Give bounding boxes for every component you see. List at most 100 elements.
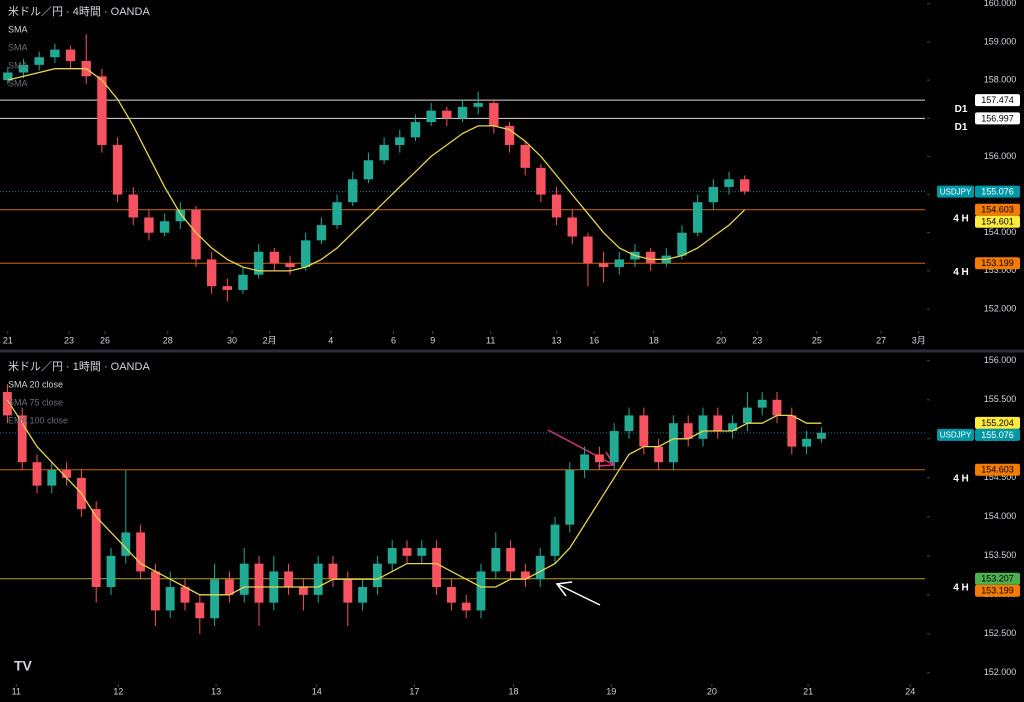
price-badge-label: 155.076 (981, 187, 1014, 197)
candle-body (112, 144, 123, 195)
candle-body (372, 563, 382, 588)
candle-body (489, 103, 499, 126)
y-tick-label: 158.000 (984, 74, 1017, 84)
level-tag: 4 H (953, 473, 969, 484)
candle-body (402, 548, 412, 556)
candle-body (332, 202, 342, 226)
candle-body (62, 470, 72, 478)
price-badge (975, 428, 1020, 441)
price-badge-label: 153.199 (981, 586, 1014, 596)
x-tick-label: 21 (3, 335, 13, 345)
candle-body (787, 415, 797, 447)
candle-body (535, 555, 545, 580)
x-tick-label: 20 (716, 335, 726, 345)
candle-body (206, 259, 217, 287)
symbol-badge (937, 185, 974, 198)
y-tick-label: 152.500 (984, 628, 1017, 638)
x-tick-label: 19 (606, 686, 616, 696)
candle-body (269, 251, 280, 264)
candle-body (520, 144, 530, 168)
candle-body (253, 251, 264, 275)
y-tick-label: 156.000 (984, 355, 1017, 365)
candle-body (639, 415, 649, 447)
candle-body (313, 563, 323, 595)
level-tag: D1 (955, 104, 968, 115)
candle-body (17, 415, 27, 463)
candle-body (222, 286, 233, 290)
price-badge (975, 572, 1020, 585)
candle-body (328, 563, 338, 580)
x-tick-label: 16 (589, 335, 599, 345)
indicator-label: SMA (8, 60, 28, 70)
candle-body (802, 438, 812, 447)
candle-body (387, 548, 397, 564)
y-tick-label: 153.000 (984, 265, 1017, 275)
candle-body (395, 137, 405, 145)
candle-body (668, 423, 678, 463)
price-badge-label: 155.076 (981, 430, 1014, 440)
x-tick-label: 2月 (263, 335, 277, 345)
candle-body (740, 179, 750, 192)
indicator-label: SMA 75 close (8, 397, 63, 407)
candle-body (476, 571, 486, 611)
price-badge (975, 463, 1020, 476)
candle-body (645, 251, 656, 264)
candle-body (410, 122, 421, 138)
level-tag: 4 H (953, 267, 969, 278)
candle-body (772, 399, 782, 416)
x-tick-label: 11 (486, 335, 495, 345)
price-badge (975, 112, 1020, 125)
candle-body (567, 217, 577, 237)
sma-line (6, 399, 822, 596)
level-tag: 4 H (953, 213, 969, 224)
candle-body (698, 415, 708, 439)
x-tick-label: 30 (227, 335, 237, 345)
candle-body (165, 587, 175, 611)
candle-body (298, 587, 308, 595)
candle-body (565, 470, 575, 525)
price-badge (975, 257, 1020, 270)
price-badge (975, 416, 1020, 429)
x-tick-label: 13 (552, 335, 562, 345)
sma-line (7, 68, 746, 272)
candle-body (446, 587, 456, 603)
candle-body (461, 602, 471, 611)
price-badge-label: 154.601 (981, 217, 1014, 227)
logo: TV (14, 658, 33, 674)
candle-body (609, 431, 619, 463)
price-badge (975, 215, 1020, 228)
candle-body (136, 532, 146, 572)
y-tick-label: 156.000 (984, 151, 1017, 161)
chart-title: 米ドル／円 · 1時間 · OANDA (8, 360, 150, 373)
x-tick-label: 23 (64, 335, 74, 345)
candle-body (442, 110, 452, 119)
price-badge-label: 156.997 (981, 113, 1014, 123)
candle-body (742, 407, 752, 424)
candle-body (536, 167, 546, 195)
x-tick-label: 27 (876, 335, 886, 345)
candle-body (97, 76, 107, 145)
x-tick-label: 9 (430, 335, 435, 345)
candle-body (417, 548, 427, 556)
candle-body (47, 470, 57, 486)
candle-body (580, 454, 590, 471)
candle-body (594, 454, 604, 463)
candle-body (473, 103, 483, 107)
candle-body (159, 221, 170, 233)
candle-body (583, 236, 593, 264)
candle-body (3, 72, 13, 81)
candle-body (550, 524, 560, 556)
x-tick-label: 17 (409, 686, 419, 696)
candle-body (316, 225, 327, 241)
candle-body (50, 49, 60, 58)
candle-body (506, 548, 516, 572)
price-badge (975, 185, 1020, 198)
candle-body (614, 259, 624, 268)
y-tick-label: 154.000 (984, 511, 1017, 521)
candle-body (624, 415, 634, 432)
white-arrow (555, 581, 601, 606)
y-tick-label: 152.000 (984, 667, 1017, 677)
candle-body (238, 274, 248, 290)
candle-body (713, 415, 723, 432)
candle-body (677, 232, 687, 256)
